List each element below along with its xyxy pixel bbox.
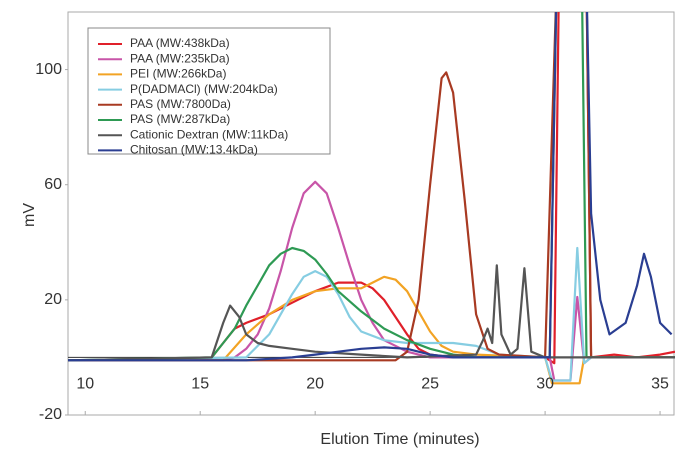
x-tick-label: 35: [651, 376, 669, 393]
legend-label: PEI (MW:266kDa): [130, 67, 226, 81]
y-tick-label: 20: [44, 291, 62, 308]
legend-box: [87, 27, 331, 155]
legend-label: P(DADMACl) (MW:204kDa): [130, 82, 278, 96]
y-tick-label: -20: [39, 406, 62, 423]
series-line: [68, 275, 675, 385]
y-tick-label: 100: [35, 61, 62, 78]
x-tick-label: 20: [306, 376, 324, 393]
y-tick-label: 60: [44, 176, 62, 193]
x-tick-label: 10: [76, 376, 94, 393]
series-line: [68, 246, 675, 382]
series-line: [68, 12, 675, 362]
legend-label: Chitosan (MW:13.4kDa): [130, 143, 258, 157]
legend-label: Cationic Dextran (MW:11kDa): [130, 127, 288, 141]
plot-frame: [67, 11, 675, 416]
plot-area: [68, 12, 675, 385]
x-tick-label: 30: [536, 376, 554, 393]
legend-label: PAS (MW:287kDa): [130, 112, 230, 126]
legend-label: PAS (MW:7800Da): [130, 97, 231, 111]
y-axis-label: mV: [21, 203, 38, 227]
legend-label: PAA (MW:235kDa): [130, 51, 230, 65]
x-tick-label: 15: [191, 376, 209, 393]
legend: PAA (MW:438kDa)PAA (MW:235kDa) PEI (MW:26…: [87, 27, 331, 157]
x-axis-label: Elution Time (minutes): [320, 431, 479, 448]
x-tick-label: 25: [421, 376, 439, 393]
series-line: [68, 12, 673, 362]
legend-label: PAA (MW:438kDa): [130, 36, 230, 50]
